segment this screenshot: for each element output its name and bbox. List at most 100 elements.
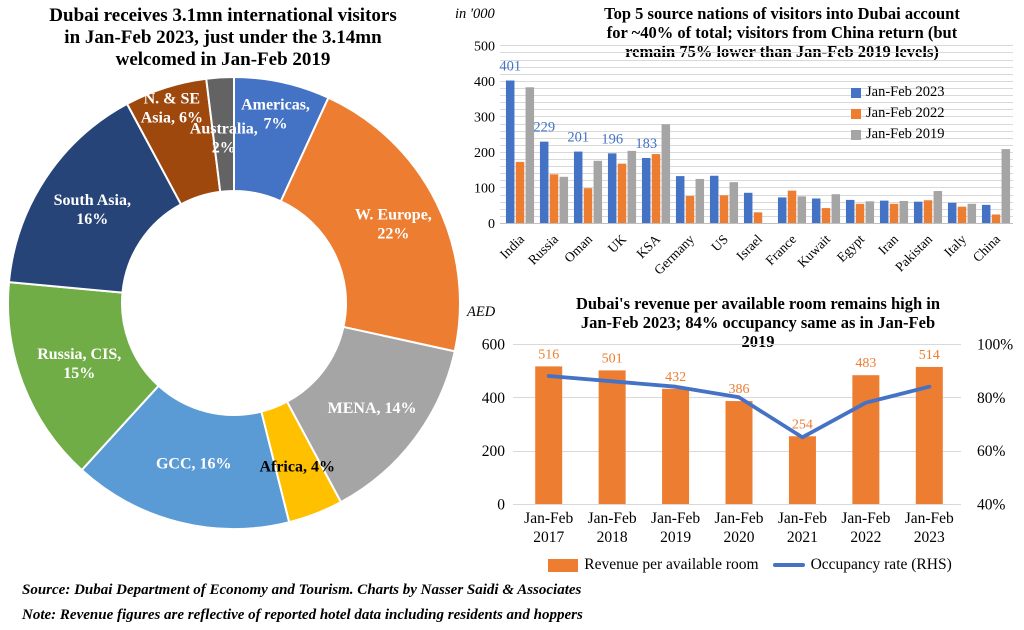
combo-title-line-3: 2019 xyxy=(741,332,775,351)
bar-oman xyxy=(573,151,583,223)
y-tick-label: 100 xyxy=(474,181,495,196)
bar-iran xyxy=(879,200,889,223)
donut-slice-label: 22% xyxy=(377,226,409,243)
left-axis-tick: 400 xyxy=(482,390,506,407)
bar-germany xyxy=(685,196,695,223)
donut-slice-south-asia xyxy=(7,102,183,294)
source-nations-chart-panel: in '000 Top 5 source nations of visitors… xyxy=(445,0,1024,290)
bar-india xyxy=(525,87,535,223)
x-category-label: 2023 xyxy=(914,529,945,546)
bar-value-label: 501 xyxy=(602,351,623,366)
bar-russia xyxy=(559,176,569,223)
left-axis-tick: 200 xyxy=(482,443,506,460)
legend-item-2023: Jan-Feb 2023 xyxy=(851,84,945,101)
revpar-bar-2018 xyxy=(598,370,626,504)
bar-value-label: 183 xyxy=(635,136,657,152)
bar-us xyxy=(729,182,739,223)
donut-slice-label: N. & SE xyxy=(144,91,200,108)
bar-france xyxy=(797,196,807,223)
combo-chart-title: Dubai's revenue per available room remai… xyxy=(517,294,999,351)
y-tick-label: 0 xyxy=(488,217,495,232)
occupancy-line xyxy=(546,374,932,440)
x-category-label: 2018 xyxy=(597,529,628,546)
x-category-label: Oman xyxy=(561,231,595,265)
bar-uk xyxy=(627,150,637,223)
x-category-label: Jan-Feb xyxy=(714,510,763,527)
left-axis-tick: 0 xyxy=(497,497,505,514)
x-category-label: Israel xyxy=(733,231,765,263)
x-category-label: US xyxy=(708,232,731,255)
legend-label-revpar: Revenue per available room xyxy=(584,556,759,573)
bar-uk xyxy=(617,163,627,223)
bar-ksa xyxy=(641,157,651,223)
bar-oman xyxy=(593,160,603,223)
bar-pakistan xyxy=(923,200,933,223)
bar-india xyxy=(505,80,515,224)
combo-title-line-2: Jan-Feb 2023; 84% occupancy same as in J… xyxy=(580,313,936,332)
visitors-by-region-chart-panel: Dubai receives 3.1mn international visit… xyxy=(0,0,462,560)
bar-france xyxy=(777,197,787,223)
bar-kuwait xyxy=(821,208,831,223)
bar-egypt xyxy=(865,201,875,223)
bar-kuwait xyxy=(811,198,821,223)
legend-swatch-2022 xyxy=(851,108,861,119)
y-tick-label: 500 xyxy=(474,39,495,54)
revpar-bar-2022 xyxy=(852,375,880,504)
left-axis-tick: 600 xyxy=(482,337,506,354)
donut-slice-label: GCC, 16% xyxy=(156,456,232,473)
bar-italy xyxy=(967,203,977,223)
donut-slice-label: 16% xyxy=(76,211,108,228)
donut-slice-label: W. Europe, xyxy=(355,207,432,224)
donut-slice-label: 7% xyxy=(264,115,288,132)
y-tick-label: 400 xyxy=(474,75,495,90)
combo-title-line-1: Dubai's revenue per available room remai… xyxy=(575,294,941,313)
bars-legend: Jan-Feb 2023 Jan-Feb 2022 Jan-Feb 2019 xyxy=(851,84,945,143)
bar-value-label: 516 xyxy=(538,347,559,362)
legend-label-2023: Jan-Feb 2023 xyxy=(866,84,945,100)
bar-value-label: 201 xyxy=(567,130,589,146)
donut-slice-label: Asia, 6% xyxy=(141,110,203,127)
bar-value-label: 229 xyxy=(533,120,555,136)
bar-china xyxy=(1001,149,1011,223)
x-category-label: Iran xyxy=(875,231,901,257)
legend-item-2022: Jan-Feb 2022 xyxy=(851,105,945,122)
donut-slice-label: Russia, CIS, xyxy=(37,346,121,363)
bar-value-label: 514 xyxy=(919,348,940,363)
x-category-label: Jan-Feb xyxy=(841,510,890,527)
donut-title-line-2: in Jan-Feb 2023, just under the 3.14mn xyxy=(64,27,382,48)
x-category-label: Kuwait xyxy=(794,231,833,270)
x-category-label: Jan-Feb xyxy=(588,510,637,527)
bar-uk xyxy=(607,153,617,223)
legend-item-2019: Jan-Feb 2019 xyxy=(851,126,945,143)
x-category-label: 2020 xyxy=(724,529,755,546)
revpar-bar-2017 xyxy=(535,366,563,504)
bar-israel xyxy=(743,192,753,223)
legend-swatch-occupancy xyxy=(772,563,805,567)
x-category-label: Russia xyxy=(525,232,561,268)
legend-swatch-2019 xyxy=(851,129,861,140)
bar-us xyxy=(709,175,719,223)
data-note: Note: Revenue figures are reflective of … xyxy=(22,607,583,623)
x-category-label: India xyxy=(497,232,527,262)
bar-value-label: 483 xyxy=(855,356,876,371)
legend-label-2019: Jan-Feb 2019 xyxy=(866,126,945,142)
bar-china xyxy=(991,214,1001,223)
bar-israel xyxy=(753,212,763,223)
donut-slice-gcc xyxy=(80,384,291,530)
revpar-occupancy-chart: 0 200 400 600 40% 60% 80% 100% 516 Jan-Feb 2017 501… xyxy=(482,337,1014,547)
donut-slice-label: South Asia, xyxy=(54,192,131,209)
bars-title-line-1: Top 5 source nations of visitors into Du… xyxy=(604,4,960,23)
legend-item-occupancy: Occupancy rate (RHS) xyxy=(772,556,952,574)
x-category-label: 2019 xyxy=(660,529,691,546)
legend-item-revpar: Revenue per available room xyxy=(548,556,759,574)
bar-india xyxy=(515,161,525,223)
y-tick-label: 200 xyxy=(474,146,495,161)
donut-slice-label: Americas, xyxy=(241,96,310,113)
x-category-label: Italy xyxy=(941,231,969,259)
bar-value-label: 432 xyxy=(665,370,686,385)
x-category-label: 2017 xyxy=(533,529,564,546)
bar-value-label: 386 xyxy=(729,382,750,397)
source-note: Source: Dubai Department of Economy and … xyxy=(22,582,582,598)
